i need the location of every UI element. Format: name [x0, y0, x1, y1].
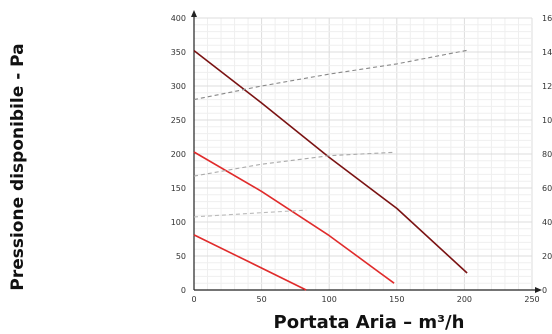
x-tick-label: 0 — [191, 295, 196, 304]
dashed-series-line-3 — [193, 49, 468, 101]
y-axis-arrow-icon — [191, 10, 197, 17]
y-tick-label: 50 — [176, 252, 186, 261]
y2-tick-label: 60 — [542, 184, 552, 193]
x-axis-title: Portata Aria – m³/h — [273, 312, 465, 333]
y2-tick-label: 40 — [542, 218, 552, 227]
x-tick-label: 50 — [257, 295, 267, 304]
y2-tick-label: 0 — [542, 286, 547, 295]
pressure-curve-line-0 — [193, 49, 468, 274]
tick-labels: 0 50 100 150 200 2500501001502002503003504000… — [171, 14, 552, 304]
x-tick-label: 150 — [389, 295, 404, 304]
y-tick-label: 350 — [171, 48, 186, 57]
x-tick-label: 100 — [322, 295, 337, 304]
series-lines — [193, 49, 468, 291]
y2-tick-label: 140 — [542, 48, 552, 57]
y-axis-title: Pressione disponibile - Pa — [8, 43, 28, 291]
y-tick-label: 0 — [181, 286, 186, 295]
pressure-curve-line-1 — [193, 151, 395, 284]
x-tick-label: 250 — [524, 295, 539, 304]
y-tick-label: 150 — [171, 184, 186, 193]
y2-tick-label: 160 — [542, 14, 552, 23]
y-tick-label: 400 — [171, 14, 186, 23]
y2-tick-label: 120 — [542, 82, 552, 91]
y-axis-title-container: Pressione disponibile - Pa — [0, 0, 36, 334]
y-tick-label: 300 — [171, 82, 186, 91]
y2-tick-label: 100 — [542, 116, 552, 125]
dashed-series-line-5 — [193, 209, 307, 218]
dashed-series-line-4 — [193, 151, 395, 177]
y-tick-label: 100 — [171, 218, 186, 227]
y-tick-label: 200 — [171, 150, 186, 159]
pressure-curve-line-2 — [193, 234, 307, 291]
y2-tick-label: 20 — [542, 252, 552, 261]
x-tick-label: 200 — [457, 295, 472, 304]
axes — [191, 10, 542, 293]
y-tick-label: 250 — [171, 116, 186, 125]
y2-tick-label: 80 — [542, 150, 552, 159]
x-axis-arrow-icon — [535, 287, 542, 293]
